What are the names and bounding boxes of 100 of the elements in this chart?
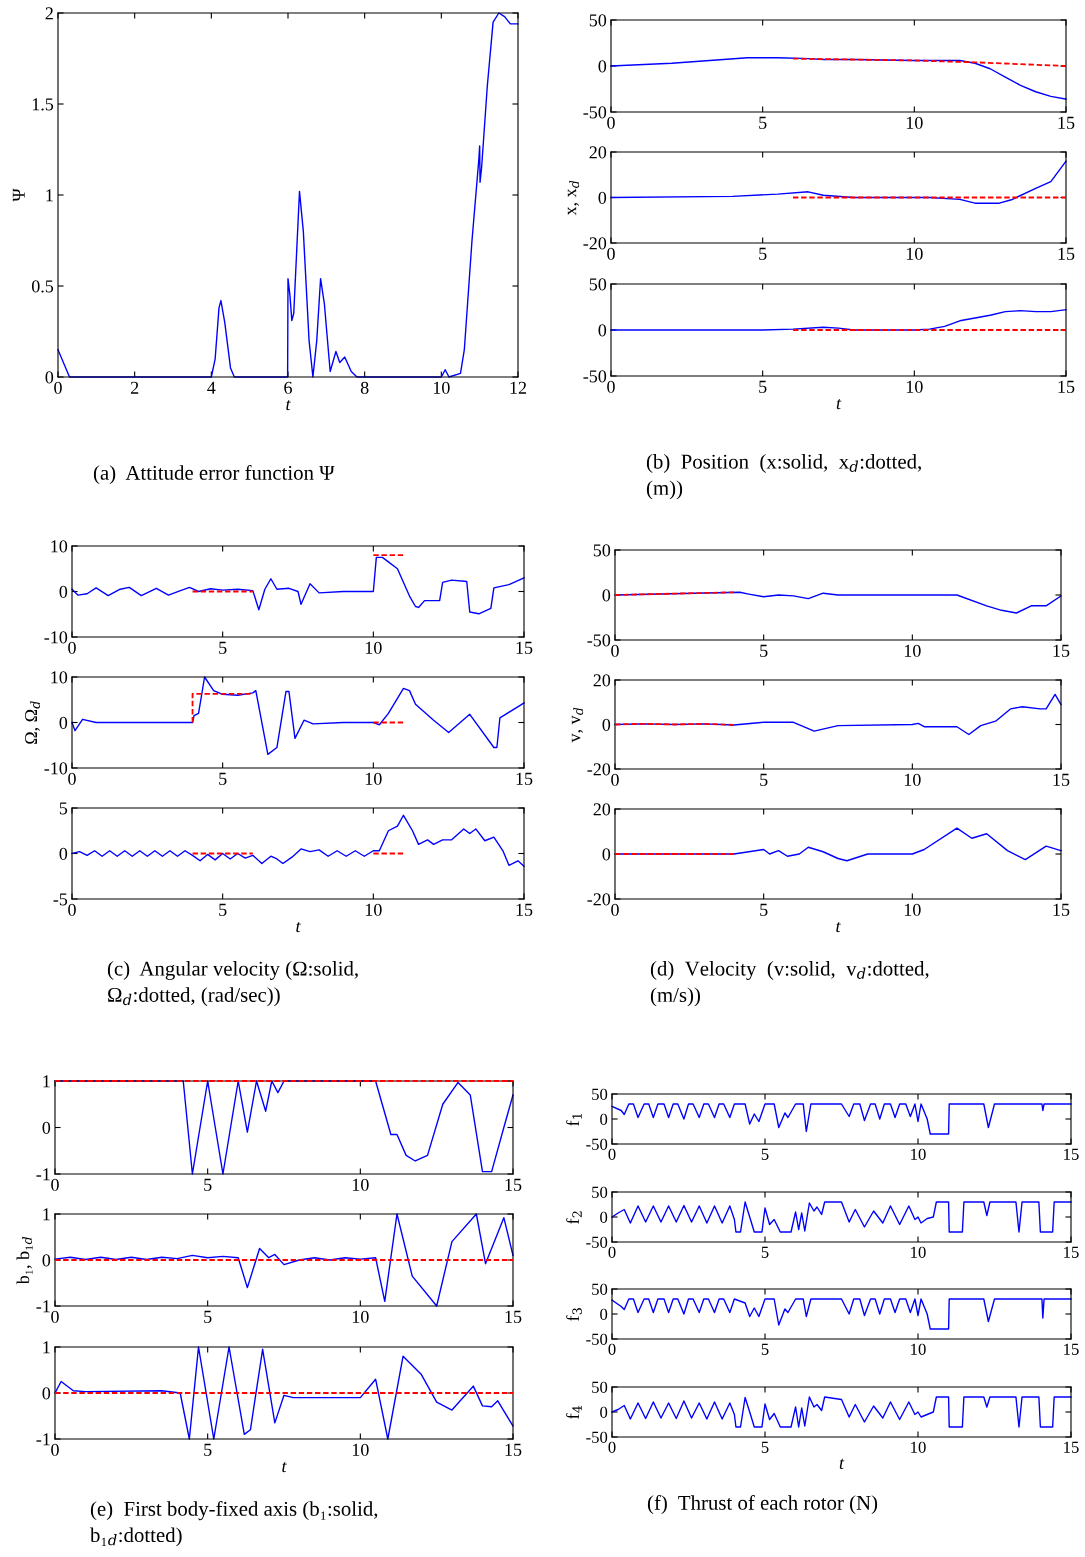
x-tick-label: 0 xyxy=(68,903,76,916)
y-tick-label: 1 xyxy=(43,1075,50,1088)
x-tick-label: 15 xyxy=(516,903,533,916)
x-tick-label: 5 xyxy=(761,1441,769,1453)
x-tick-label: 5 xyxy=(760,773,768,786)
x-tick-label: 0 xyxy=(611,644,619,657)
y-tick-label: -50 xyxy=(586,1236,608,1248)
x-tick-label: 5 xyxy=(204,1310,212,1323)
line-series xyxy=(792,57,1067,67)
y-tick-label: -20 xyxy=(587,893,611,906)
y-tick-label: 0 xyxy=(59,585,68,598)
line-series xyxy=(54,1213,514,1307)
x-axis-title: t xyxy=(836,921,841,933)
x-tick-label: 5 xyxy=(761,1148,769,1160)
x-tick-label: 2 xyxy=(130,381,139,394)
y-tick-label: 1 xyxy=(46,189,53,202)
line-series xyxy=(54,1346,514,1440)
y-tick-label: 0 xyxy=(42,1387,51,1400)
y-tick-label: -1 xyxy=(36,1168,50,1181)
y-tick-label: 10 xyxy=(51,671,68,684)
line-series xyxy=(611,1201,1072,1233)
x-tick-label: 5 xyxy=(759,247,767,260)
y-tick-label: -10 xyxy=(44,631,68,644)
y-tick-label: 0 xyxy=(59,716,68,729)
x-tick-label: 10 xyxy=(352,1310,369,1323)
y-tick-label: 50 xyxy=(593,544,611,557)
y-tick-label: 0 xyxy=(600,1406,608,1418)
x-tick-label: 5 xyxy=(761,1246,769,1258)
y-tick-label: -20 xyxy=(583,237,607,250)
y-tick-label: 50 xyxy=(589,278,607,291)
line-series xyxy=(71,814,525,867)
x-tick-label: 15 xyxy=(1053,773,1070,786)
text: (b) Position (x:solid, x$_{d}$:dotted, (m)) xyxy=(646,454,921,500)
x-tick-label: 15 xyxy=(1058,247,1075,260)
x-tick-label: 10 xyxy=(911,1343,926,1355)
x-tick-label: 10 xyxy=(906,247,923,260)
y-tick-label: -50 xyxy=(586,1333,608,1345)
y-tick-label: 0 xyxy=(59,847,68,860)
y-axis-title: f$_{3}$ xyxy=(566,1308,582,1321)
y-tick-label: 0 xyxy=(598,60,607,73)
line-series xyxy=(611,1298,1072,1330)
x-tick-label: 15 xyxy=(505,1310,522,1323)
y-tick-label: -10 xyxy=(44,762,68,775)
x-tick-label: 10 xyxy=(365,772,382,785)
x-tick-label: 5 xyxy=(759,116,767,129)
y-axis-title: f$_{4}$ xyxy=(566,1405,582,1419)
y-tick-label: -50 xyxy=(586,1138,608,1150)
x-tick-label: 10 xyxy=(904,903,921,916)
x-tick-label: 10 xyxy=(365,641,382,654)
y-tick-label: 10 xyxy=(51,540,68,553)
y-tick-label: -5 xyxy=(53,893,68,906)
x-tick-label: 5 xyxy=(219,772,227,785)
y-tick-label: 1 xyxy=(43,1341,50,1354)
x-tick-label: 10 xyxy=(911,1148,926,1160)
y-tick-label: 50 xyxy=(592,1283,608,1295)
y-axis-title: v, v$_{d}$ xyxy=(571,707,584,743)
x-tick-label: 10 xyxy=(904,644,921,657)
y-tick-label: -20 xyxy=(587,763,611,776)
x-axis-title: t xyxy=(286,399,291,411)
x-tick-label: 0 xyxy=(68,772,76,785)
y-axis-title: f$_{1}$ xyxy=(566,1113,582,1126)
y-axis-title: x, x$_{d}$ xyxy=(567,180,580,216)
x-tick-label: 15 xyxy=(1064,1246,1079,1258)
x-tick-label: 12 xyxy=(510,381,527,394)
x-tick-label: 15 xyxy=(1064,1343,1079,1355)
line-series xyxy=(611,1103,1072,1135)
line-series xyxy=(611,1396,1072,1428)
text: (f) Thrust of each rotor (N) xyxy=(647,1495,878,1515)
y-tick-label: 0 xyxy=(45,371,54,384)
x-axis-title: t xyxy=(836,398,842,410)
y-axis-title: Ω, Ω$_{d}$ xyxy=(25,701,40,744)
x-tick-label: 15 xyxy=(505,1178,522,1191)
x-tick-label: 15 xyxy=(1058,116,1075,129)
y-tick-label: 0.5 xyxy=(31,280,54,293)
y-tick-label: 1 xyxy=(43,1208,50,1221)
x-tick-label: 5 xyxy=(759,380,767,393)
x-tick-label: 10 xyxy=(906,116,923,129)
x-tick-label: 4 xyxy=(207,381,216,394)
y-axis-title: f$_{2}$ xyxy=(566,1211,582,1224)
line-series xyxy=(610,160,1067,204)
x-tick-label: 8 xyxy=(360,381,369,394)
y-tick-label: 20 xyxy=(593,674,611,687)
y-tick-label: 1.5 xyxy=(32,98,54,111)
y-tick-label: -50 xyxy=(583,106,607,119)
y-tick-label: 50 xyxy=(592,1186,608,1198)
y-tick-label: -50 xyxy=(583,370,607,383)
x-tick-label: 15 xyxy=(516,641,533,654)
line-series xyxy=(71,556,525,615)
x-tick-label: 15 xyxy=(1053,903,1070,916)
y-tick-label: 50 xyxy=(589,14,607,27)
x-tick-label: 10 xyxy=(352,1443,369,1456)
y-tick-label: 0 xyxy=(598,324,607,337)
x-tick-label: 15 xyxy=(1058,380,1075,393)
line-series xyxy=(610,57,1067,100)
x-tick-label: 15 xyxy=(505,1443,522,1456)
x-tick-label: 5 xyxy=(760,644,768,657)
text: (e) First body-fixed axis (b₁:solid, b₁$_{d}$:dotted) xyxy=(90,1501,378,1547)
y-tick-label: 0 xyxy=(42,1121,51,1134)
text: (d) Velocity (v:solid, v$_{d}$:dotted, (m/s)) xyxy=(650,961,929,1007)
y-tick-label: -1 xyxy=(36,1300,50,1313)
